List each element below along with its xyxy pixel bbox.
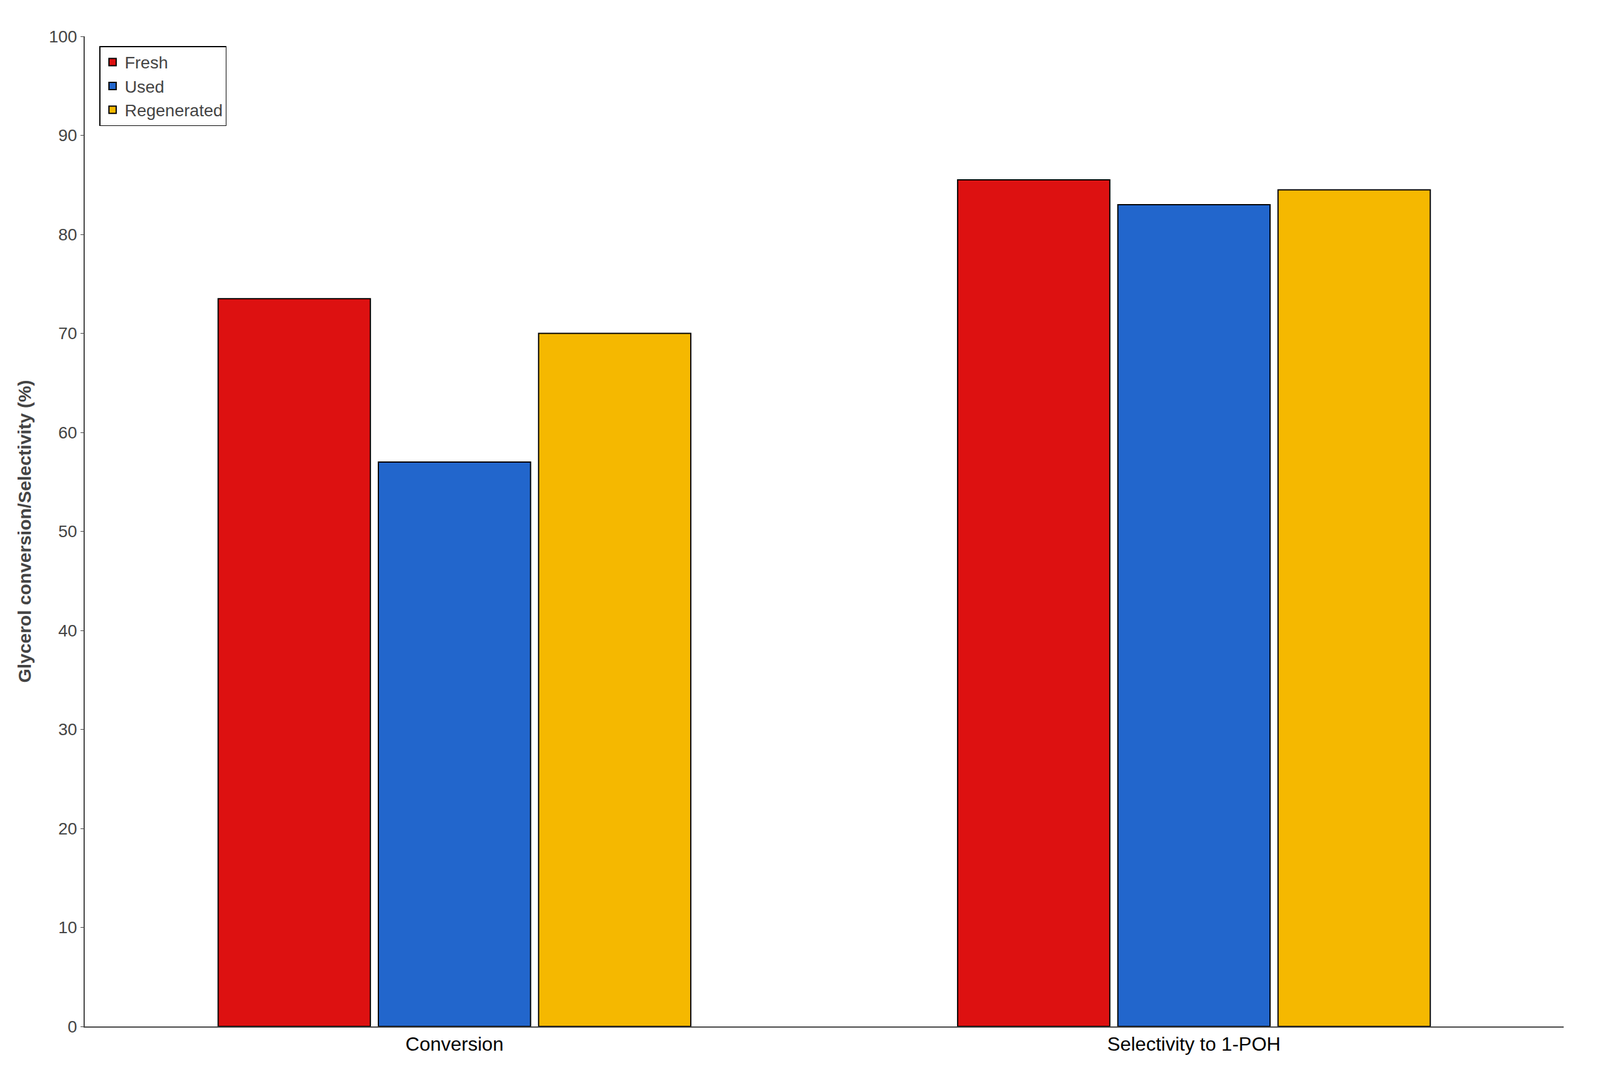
svg-text:10: 10 [58, 917, 77, 937]
svg-text:30: 30 [58, 719, 77, 739]
svg-text:0: 0 [67, 1017, 78, 1036]
svg-text:Regenerated: Regenerated [124, 101, 223, 120]
svg-text:20: 20 [58, 819, 77, 838]
svg-text:50: 50 [58, 521, 77, 541]
svg-text:70: 70 [58, 323, 77, 343]
svg-text:80: 80 [58, 225, 77, 244]
svg-text:90: 90 [58, 125, 77, 145]
svg-text:Conversion: Conversion [405, 1032, 504, 1055]
svg-text:Used: Used [124, 77, 165, 97]
svg-text:60: 60 [58, 423, 77, 442]
svg-text:100: 100 [49, 27, 78, 47]
svg-text:Fresh: Fresh [124, 53, 169, 73]
svg-text:Selectivity to 1-POH: Selectivity to 1-POH [1107, 1032, 1281, 1055]
svg-text:Glycerol conversion/Selectivit: Glycerol conversion/Selectivity (%) [14, 379, 35, 683]
svg-text:40: 40 [58, 621, 77, 640]
